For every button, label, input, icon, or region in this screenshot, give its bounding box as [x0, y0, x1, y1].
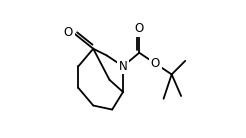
Text: O: O: [151, 57, 160, 70]
Text: N: N: [119, 60, 127, 73]
Text: O: O: [135, 22, 144, 35]
Text: O: O: [64, 26, 73, 39]
